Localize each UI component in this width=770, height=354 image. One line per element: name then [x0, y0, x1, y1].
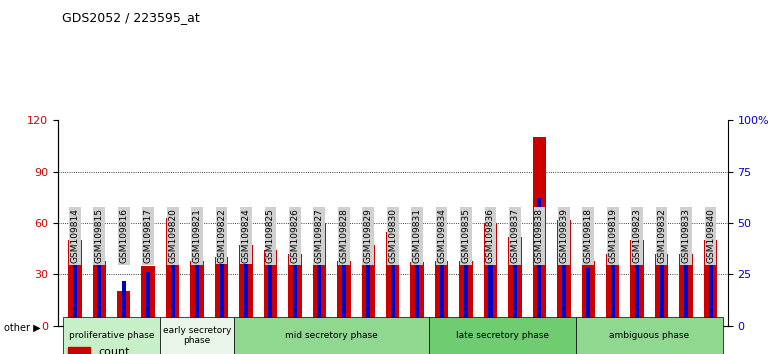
Text: GSM109837: GSM109837: [511, 208, 520, 263]
Text: GSM109820: GSM109820: [168, 208, 177, 263]
Text: other ▶: other ▶: [4, 322, 41, 332]
Bar: [484, 223, 497, 326]
Text: ambiguous phase: ambiguous phase: [609, 331, 689, 340]
Bar: [576, 317, 723, 354]
Bar: [410, 262, 424, 326]
Bar: [293, 252, 297, 326]
Bar: [239, 245, 253, 326]
Bar: [460, 261, 473, 326]
Bar: [581, 261, 595, 326]
Text: GSM109831: GSM109831: [413, 208, 422, 263]
Text: late secretory phase: late secretory phase: [456, 331, 549, 340]
Bar: [631, 240, 644, 326]
Bar: [537, 198, 541, 326]
Bar: [430, 317, 576, 354]
Bar: [160, 317, 234, 354]
Bar: [73, 239, 77, 326]
Bar: [464, 264, 468, 326]
Text: GSM109828: GSM109828: [340, 208, 348, 263]
Text: GSM109826: GSM109826: [290, 208, 300, 263]
Text: GSM109816: GSM109816: [119, 208, 129, 263]
Bar: [679, 254, 693, 326]
Bar: [234, 317, 430, 354]
Bar: [708, 239, 712, 326]
Bar: [337, 261, 350, 326]
Bar: [362, 245, 375, 326]
Bar: [342, 256, 346, 326]
Bar: [97, 260, 102, 326]
Text: mid secretory phase: mid secretory phase: [285, 331, 378, 340]
Text: GSM109833: GSM109833: [681, 208, 691, 263]
Bar: [269, 244, 273, 326]
Text: GSM109838: GSM109838: [535, 208, 544, 263]
Bar: [611, 248, 614, 326]
Bar: [508, 237, 521, 326]
Bar: [142, 266, 155, 326]
Text: GSM109824: GSM109824: [242, 208, 250, 263]
Bar: [440, 256, 444, 326]
Bar: [533, 137, 546, 326]
Bar: [215, 257, 228, 326]
Bar: [117, 291, 130, 326]
Bar: [684, 252, 688, 326]
Text: proliferative phase: proliferative phase: [69, 331, 154, 340]
Bar: [655, 254, 668, 326]
Text: GSM109840: GSM109840: [706, 208, 715, 263]
Bar: [367, 244, 370, 326]
Text: GSM109823: GSM109823: [633, 208, 641, 263]
Bar: [660, 256, 664, 326]
Bar: [313, 223, 326, 326]
Text: GSM109827: GSM109827: [315, 208, 324, 263]
Text: GSM109825: GSM109825: [266, 208, 275, 263]
Bar: [219, 248, 223, 326]
Text: GSM109815: GSM109815: [95, 208, 104, 263]
Bar: [190, 261, 204, 326]
Bar: [264, 250, 277, 326]
Legend: count, percentile rank within the sample: count, percentile rank within the sample: [63, 342, 291, 354]
Bar: [415, 256, 419, 326]
Text: GSM109822: GSM109822: [217, 208, 226, 263]
Bar: [704, 240, 718, 326]
Bar: [62, 317, 160, 354]
Text: GSM109818: GSM109818: [584, 208, 593, 263]
Text: GSM109817: GSM109817: [144, 208, 152, 263]
Text: GDS2052 / 223595_at: GDS2052 / 223595_at: [62, 11, 199, 24]
Bar: [386, 232, 400, 326]
Text: GSM109819: GSM109819: [608, 208, 618, 263]
Bar: [317, 231, 321, 326]
Bar: [435, 261, 448, 326]
Bar: [488, 235, 493, 326]
Text: GSM109829: GSM109829: [363, 208, 373, 263]
Text: GSM109836: GSM109836: [486, 208, 495, 263]
Bar: [606, 254, 619, 326]
Bar: [513, 244, 517, 326]
Bar: [146, 272, 150, 326]
Text: GSM109832: GSM109832: [657, 208, 666, 263]
Bar: [390, 239, 395, 326]
Bar: [244, 235, 248, 326]
Text: GSM109835: GSM109835: [461, 208, 470, 263]
Bar: [195, 252, 199, 326]
Bar: [166, 218, 179, 326]
Text: GSM109839: GSM109839: [559, 208, 568, 263]
Bar: [171, 239, 175, 326]
Text: GSM109834: GSM109834: [437, 208, 446, 263]
Bar: [562, 227, 566, 326]
Text: GSM109830: GSM109830: [388, 208, 397, 263]
Bar: [557, 219, 571, 326]
Bar: [92, 261, 106, 326]
Bar: [288, 254, 302, 326]
Bar: [68, 240, 82, 326]
Text: GSM109814: GSM109814: [70, 208, 79, 263]
Text: GSM109821: GSM109821: [192, 208, 202, 263]
Bar: [122, 280, 126, 326]
Text: early secretory
phase: early secretory phase: [163, 326, 231, 345]
Bar: [635, 239, 639, 326]
Bar: [586, 268, 591, 326]
